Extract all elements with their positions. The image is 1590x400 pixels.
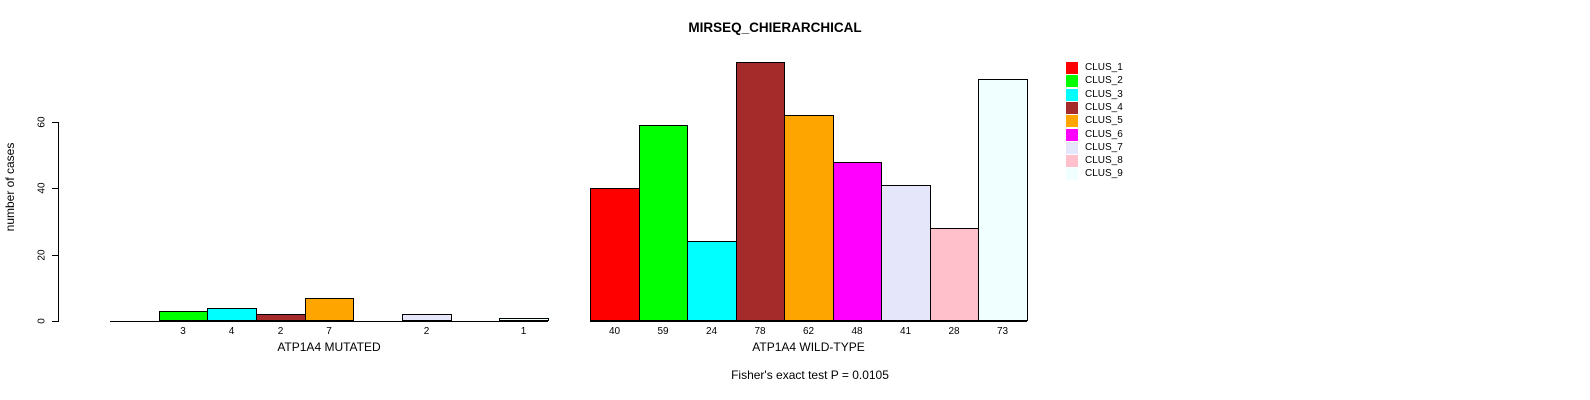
y-axis-tick-label: 20: [36, 249, 48, 261]
legend-swatch-clus_1: [1066, 62, 1078, 74]
bar-clus_1: [590, 188, 640, 321]
legend-label-clus_8: CLUS_8: [1085, 155, 1123, 166]
bar-value-label: 40: [608, 326, 621, 337]
bar-clus_9: [499, 318, 549, 321]
legend-swatch-clus_9: [1066, 168, 1078, 180]
y-axis-tick: [52, 188, 58, 189]
group-label: ATP1A4 MUTATED: [277, 340, 381, 354]
fisher-test-annotation: Fisher's exact test P = 0.0105: [731, 368, 889, 382]
legend-swatch-clus_4: [1066, 102, 1078, 114]
bar-value-label: 2: [423, 326, 430, 337]
bar-value-label: 78: [754, 326, 766, 337]
bar-value-label: 3: [180, 326, 186, 337]
y-axis-tick-label: 60: [36, 116, 48, 128]
legend-label-clus_3: CLUS_3: [1085, 89, 1123, 100]
legend-swatch-clus_8: [1066, 155, 1078, 167]
bar-value-label: 1: [520, 326, 527, 337]
bar-clus_2: [639, 125, 688, 321]
bar-value-label: 2: [277, 326, 284, 337]
bar-value-label: 7: [326, 326, 332, 337]
bar-value-label: 48: [851, 326, 863, 337]
legend-label-clus_7: CLUS_7: [1085, 142, 1123, 153]
legend-label-clus_6: CLUS_6: [1085, 129, 1123, 140]
legend-swatch-clus_3: [1066, 89, 1078, 101]
y-axis-tick: [52, 122, 58, 123]
y-axis-tick: [52, 321, 58, 322]
bar-clus_9: [978, 79, 1028, 321]
bar-value-label: 59: [657, 326, 669, 337]
bar-clus_5: [305, 298, 354, 321]
y-axis-tick-label: 40: [36, 182, 48, 194]
x-axis-baseline: [110, 321, 548, 322]
group-label: ATP1A4 WILD-TYPE: [752, 340, 865, 354]
x-axis-baseline: [590, 321, 1027, 322]
legend-label-clus_2: CLUS_2: [1085, 75, 1123, 86]
legend-label-clus_4: CLUS_4: [1085, 102, 1123, 113]
legend-swatch-clus_7: [1066, 142, 1078, 154]
bar-value-label: 28: [948, 326, 960, 337]
bar-clus_5: [784, 115, 834, 321]
y-axis-tick: [52, 255, 58, 256]
bar-clus_6: [833, 162, 882, 321]
bar-value-label: 24: [705, 326, 718, 337]
bar-value-label: 62: [802, 326, 815, 337]
y-axis-tick-label: 0: [36, 318, 48, 324]
bar-clus_4: [736, 62, 785, 321]
bar-clus_7: [881, 185, 931, 321]
legend-label-clus_1: CLUS_1: [1085, 62, 1123, 73]
y-axis-label: number of cases: [3, 142, 17, 232]
legend-label-clus_5: CLUS_5: [1085, 115, 1123, 126]
legend-swatch-clus_2: [1066, 75, 1078, 87]
bar-value-label: 73: [996, 326, 1009, 337]
bar-value-label: 4: [228, 326, 235, 337]
bar-clus_7: [402, 314, 452, 321]
bar-clus_3: [207, 308, 257, 321]
bar-clus_8: [930, 228, 979, 321]
bar-clus_4: [256, 314, 306, 321]
bar-clus_3: [687, 241, 737, 321]
y-axis-spine: [58, 122, 59, 322]
bar-value-label: 41: [899, 326, 912, 337]
bar-clus_2: [159, 311, 208, 321]
chart-title: MIRSEQ_CHIERARCHICAL: [688, 20, 862, 35]
legend-swatch-clus_6: [1066, 129, 1078, 141]
legend-swatch-clus_5: [1066, 115, 1078, 127]
legend-label-clus_9: CLUS_9: [1085, 168, 1123, 179]
